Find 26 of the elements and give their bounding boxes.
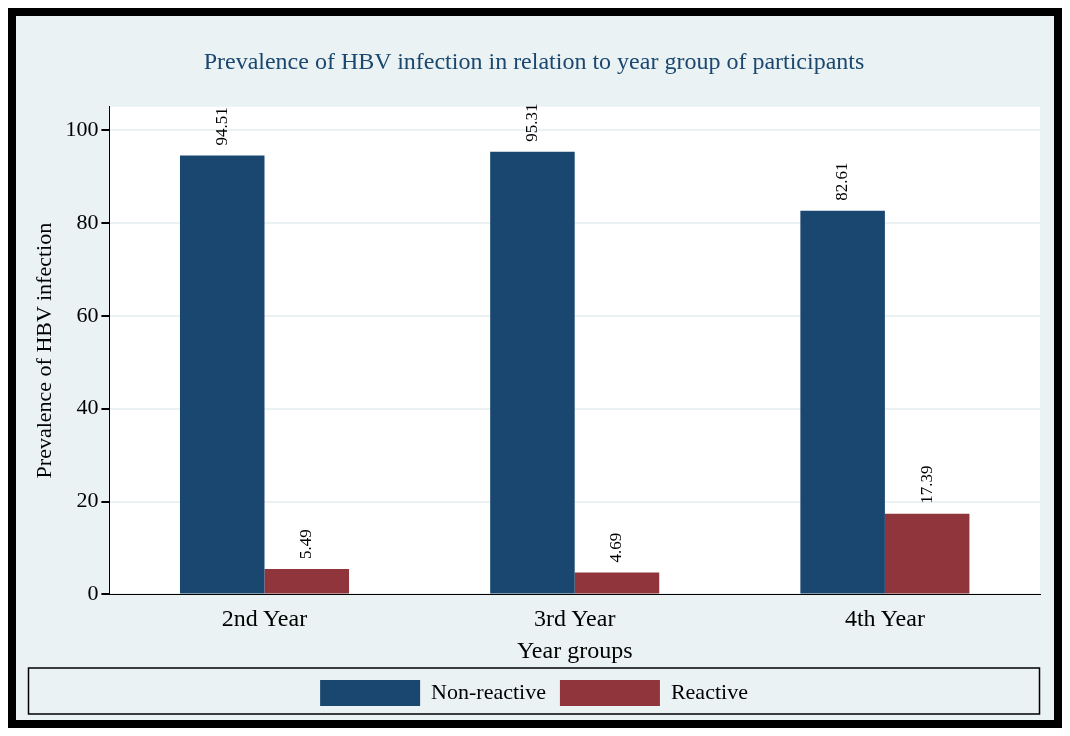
data-label: 82.61 xyxy=(832,162,852,201)
data-label: 17.39 xyxy=(916,465,936,504)
bar xyxy=(179,155,265,594)
x-tick-label: 4th Year xyxy=(844,605,925,632)
legend-label: Reactive xyxy=(670,678,748,704)
bar xyxy=(264,568,350,594)
data-label: 95.31 xyxy=(521,103,541,142)
y-tick-label: 60 xyxy=(76,301,99,327)
x-tick-label: 2nd Year xyxy=(221,605,308,632)
x-tick-label: 3rd Year xyxy=(534,605,616,632)
y-tick-label: 20 xyxy=(76,487,99,513)
x-axis-title: Year groups xyxy=(516,636,633,663)
data-label: 5.49 xyxy=(296,529,316,559)
legend-label: Non-reactive xyxy=(431,678,546,704)
y-axis-title: Prevalence of HBV infection xyxy=(30,222,56,479)
bar xyxy=(490,151,575,594)
bar xyxy=(800,210,885,594)
y-tick-label: 40 xyxy=(76,394,99,420)
data-label: 4.69 xyxy=(606,532,626,563)
data-label: 94.51 xyxy=(211,107,231,146)
bar xyxy=(574,572,660,594)
y-tick-label: 0 xyxy=(87,580,99,606)
y-tick-label: 100 xyxy=(65,115,99,141)
chart-title: Prevalence of HBV infection in relation to year group of participants xyxy=(203,47,865,74)
bar xyxy=(884,513,970,594)
y-tick-label: 80 xyxy=(76,208,99,234)
